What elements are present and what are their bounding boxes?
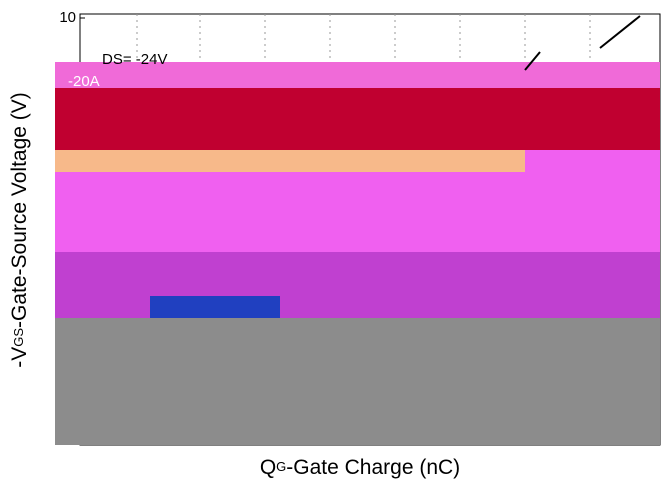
y-label-rest: -Gate-Source Voltage (V) [8,92,31,328]
annotation: -20A [68,73,100,90]
y-tick-label: 10 [59,9,76,26]
annotation: DS= -24V [102,51,167,68]
y-axis-label: -VGS-Gate-Source Voltage (V) [8,92,31,368]
plot-area [55,13,661,446]
y-label-main: -V [8,347,31,368]
artifact [55,62,660,92]
x-label-main: Q [260,456,276,479]
x-label-sub: G [276,459,286,474]
artifact [55,318,660,445]
artifact [525,150,660,172]
artifact [55,252,660,318]
curve-segment [524,15,641,71]
x-label-rest: -Gate Charge (nC) [286,456,460,479]
y-label-sub: GS [11,328,26,347]
artifact [55,172,660,252]
artifact [150,296,280,318]
artifact [55,150,525,172]
x-axis-label: QG-Gate Charge (nC) [260,456,460,479]
artifact [55,88,660,150]
